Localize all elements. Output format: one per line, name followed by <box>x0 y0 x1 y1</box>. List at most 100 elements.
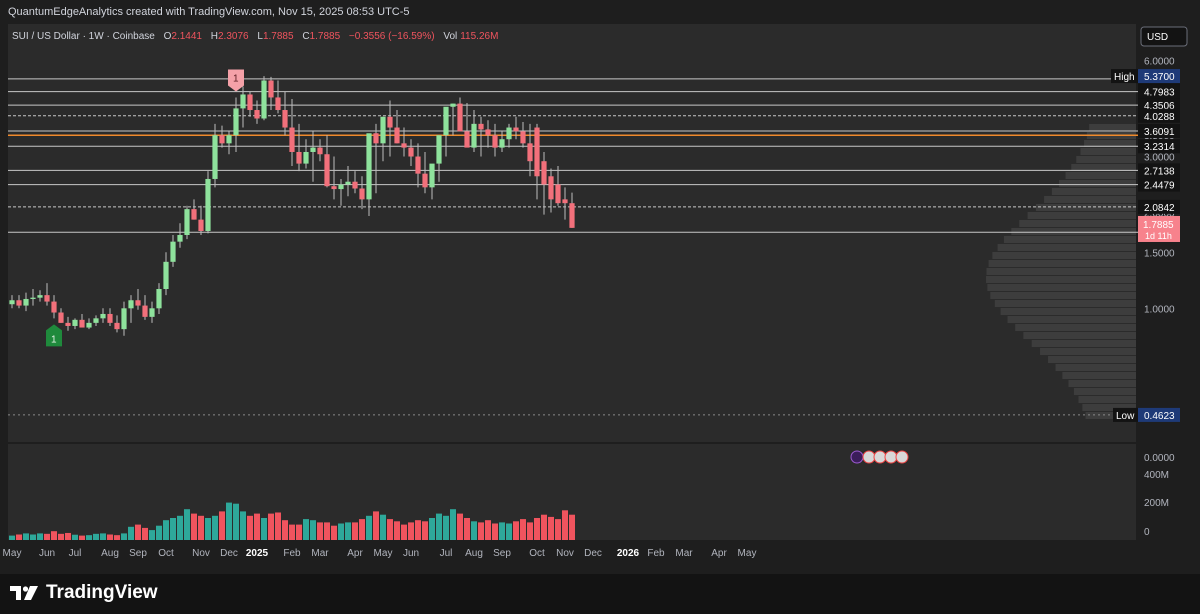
volume-profile-row <box>986 268 1136 275</box>
volume-bar <box>534 518 540 540</box>
volume-bar <box>37 533 43 540</box>
time-axis[interactable]: May Jun Jul Aug Sep Oct Nov Dec 2025 Feb Mar Apr May… <box>3 548 757 559</box>
candle <box>212 123 218 188</box>
candle <box>506 123 512 148</box>
volume-profile-row <box>1031 340 1136 347</box>
candle <box>86 318 92 330</box>
legend-h-value: 2.3076 <box>218 31 249 42</box>
signal-marker-buy[interactable]: 1 <box>856 24 862 27</box>
time-tick: May <box>738 548 757 559</box>
time-tick: Dec <box>584 548 602 559</box>
volume-bar <box>541 514 547 540</box>
candle <box>436 135 442 182</box>
volume-bar <box>51 531 57 540</box>
volume-bar <box>520 519 526 540</box>
volume-tick: 0 <box>1144 527 1150 538</box>
volume-profile-row <box>1035 204 1136 211</box>
tradingview-logo[interactable]: TradingView <box>10 582 158 604</box>
legend-c-label: C <box>302 31 309 42</box>
candle <box>275 80 281 114</box>
price-chart[interactable]: 1 1 1 2 1 1 2 1 6.00005.00004.50003.50003.00002… <box>0 24 1200 574</box>
price-axis[interactable]: 6.00005.00004.50003.50003.00002.00001.50… <box>1111 57 1180 538</box>
candle <box>93 315 99 326</box>
time-tick: May <box>3 548 22 559</box>
volume-bar <box>436 513 442 540</box>
volume-bar <box>23 533 29 540</box>
volume-bar <box>254 513 260 540</box>
time-tick: Sep <box>493 548 511 559</box>
time-tick: 2026 <box>617 548 640 559</box>
volume-bar <box>422 521 428 540</box>
svg-text:2.4479: 2.4479 <box>1144 181 1175 192</box>
svg-text:3.2314: 3.2314 <box>1144 142 1175 153</box>
time-tick: Apr <box>711 548 727 559</box>
volume-bar <box>142 527 148 540</box>
volume-bar <box>86 535 92 540</box>
volume-bar <box>548 516 554 540</box>
currency-button[interactable]: USD <box>1140 26 1188 47</box>
signal-label: 1 <box>856 24 862 27</box>
volume-profile-row <box>997 244 1136 251</box>
candle <box>170 234 176 267</box>
signal-markers: 1 1 1 2 1 1 2 1 <box>46 24 862 347</box>
time-tick: Oct <box>158 548 174 559</box>
volume-profile-row <box>1015 324 1136 331</box>
candle <box>142 295 148 320</box>
signal-marker-buy[interactable]: 2 <box>660 24 666 27</box>
svg-text:2.7138: 2.7138 <box>1144 166 1175 177</box>
signal-marker-sell-light[interactable]: 1 <box>695 24 701 27</box>
volume-bar <box>191 513 197 540</box>
volume-profile-row <box>1040 348 1136 355</box>
signal-marker-sell[interactable]: 1 <box>576 24 582 27</box>
volume-bar <box>268 513 274 540</box>
event-icons[interactable] <box>850 450 909 464</box>
volume-bar <box>233 503 239 540</box>
candle <box>114 315 120 333</box>
svg-text:2.0842: 2.0842 <box>1144 203 1175 214</box>
candle <box>261 76 267 121</box>
candle <box>457 97 463 132</box>
candle <box>16 295 22 309</box>
volume-profile-row <box>1071 164 1136 171</box>
volume-profile-row <box>1027 212 1136 219</box>
volume-profile-row <box>1048 356 1136 363</box>
svg-text:0.4623: 0.4623 <box>1144 411 1175 422</box>
level-price-label: 3.2314 <box>1138 139 1180 154</box>
signal-marker-sell-light[interactable]: 1 <box>228 69 244 92</box>
volume-bar <box>401 524 407 540</box>
legend-change: −0.3556 (−16.59%) <box>349 31 435 42</box>
svg-text:Low: Low <box>1116 411 1135 422</box>
signal-marker-buy[interactable]: 1 <box>46 324 62 347</box>
volume-bar <box>527 522 533 540</box>
svg-text:1d 11h: 1d 11h <box>1145 231 1172 241</box>
volume-bar <box>478 522 484 540</box>
volume-bar <box>492 523 498 540</box>
credit-text: QuantumEdgeAnalytics created with Tradin… <box>8 6 410 18</box>
candle <box>359 176 365 210</box>
svg-text:3.6091: 3.6091 <box>1144 127 1175 138</box>
candle <box>247 91 253 117</box>
volume-profile-row <box>1019 220 1136 227</box>
volume-bar <box>464 518 470 540</box>
volume-bar <box>499 522 505 540</box>
volume-bar <box>352 522 358 540</box>
signal-label: 1 <box>51 334 57 345</box>
signal-label: 1 <box>695 24 701 27</box>
signal-marker-sell[interactable]: 2 <box>800 24 806 27</box>
candle <box>79 313 85 328</box>
candle <box>555 166 561 206</box>
signal-marker-buy[interactable]: 1 <box>772 24 778 27</box>
time-tick: Dec <box>220 548 238 559</box>
volume-bar <box>184 509 190 540</box>
candle <box>380 116 386 162</box>
candle <box>541 151 547 215</box>
candle <box>198 205 204 235</box>
volume-bar <box>506 523 512 540</box>
legend-c-value: 1.7885 <box>310 31 341 42</box>
time-tick: Feb <box>647 548 665 559</box>
volume-bar <box>100 533 106 540</box>
candle <box>219 125 225 148</box>
candle <box>317 139 323 162</box>
